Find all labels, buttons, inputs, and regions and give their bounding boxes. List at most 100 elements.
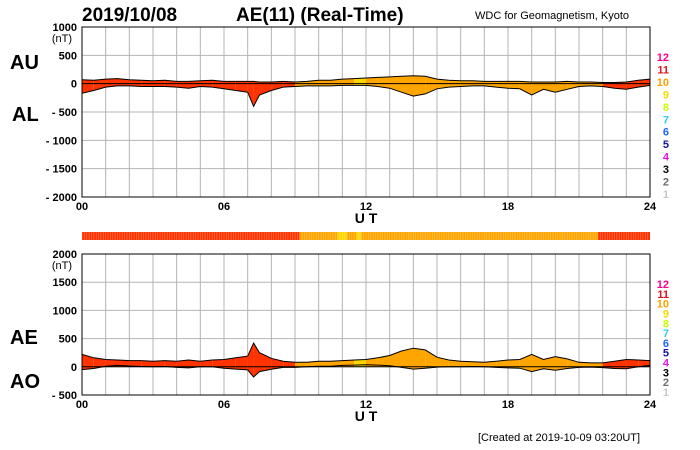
area-segment	[253, 343, 260, 367]
station-scale-label: 10	[657, 77, 669, 89]
area-segment	[164, 80, 177, 84]
station-scale-label: 12	[657, 279, 669, 291]
y-tick-label: 0	[71, 362, 77, 374]
area-segment	[212, 359, 224, 367]
credit-text: WDC for Geomagnetism, Kyoto	[475, 10, 630, 22]
area-segment	[496, 81, 508, 84]
area-segment	[389, 351, 402, 367]
station-scale-label: 10	[657, 299, 669, 311]
area-segment	[247, 81, 254, 84]
area-segment	[235, 81, 248, 84]
area-segment	[354, 78, 366, 84]
area-segment	[626, 83, 639, 90]
area-segment	[105, 78, 118, 84]
area-segment	[448, 360, 461, 367]
station-scale-label: 5	[663, 139, 669, 151]
area-segment	[141, 360, 153, 367]
station-scale-label: 8	[663, 318, 669, 330]
area-segment	[141, 83, 153, 87]
area-segment	[306, 361, 319, 367]
plot-frame	[81, 253, 651, 396]
area-segment	[117, 83, 130, 86]
area-segment	[401, 75, 414, 84]
y-tick-label: 1000	[53, 22, 77, 34]
station-scale-label: 6	[663, 338, 669, 350]
area-segment	[377, 76, 390, 84]
station-scale-label: 11	[657, 289, 669, 301]
area-segment	[129, 79, 142, 84]
station-scale-label: 9	[663, 89, 669, 101]
area-segment	[93, 83, 106, 91]
area-segment	[93, 357, 106, 367]
area-segment	[460, 361, 473, 367]
area-segment	[519, 83, 532, 95]
station-scale-label: 7	[663, 328, 669, 340]
area-segment	[212, 83, 224, 89]
area-segment	[200, 360, 213, 367]
station-scale-label: 11	[657, 64, 669, 76]
area-segment	[472, 83, 485, 86]
area-segment	[318, 83, 331, 86]
area-segment	[531, 354, 544, 367]
area-segment	[496, 360, 508, 367]
station-band-segment	[597, 232, 650, 240]
area-segment	[531, 83, 544, 95]
y-tick-label: 500	[59, 50, 77, 62]
area-segment	[602, 83, 615, 89]
area-segment	[129, 360, 142, 367]
area-segment	[318, 80, 331, 84]
station-scale-label: 12	[657, 52, 669, 64]
area-segment	[283, 361, 295, 367]
x-axis-label: U T	[355, 210, 378, 226]
station-band-segment	[347, 232, 357, 240]
area-segment	[377, 83, 390, 89]
y-tick-label: - 1000	[46, 135, 77, 147]
area-segment	[247, 83, 254, 107]
area-segment	[401, 348, 414, 367]
y-tick-label: 2000	[53, 249, 77, 261]
area-segment	[247, 366, 254, 377]
area-segment	[247, 343, 254, 367]
chart-title: AE(11) (Real-Time)	[236, 5, 404, 26]
area-segment	[366, 77, 378, 84]
area-segment	[567, 358, 579, 367]
station-band-segment	[299, 232, 338, 240]
station-band	[81, 232, 650, 240]
area-segment	[555, 356, 568, 367]
area-segment	[389, 83, 402, 93]
series-line-0	[81, 75, 651, 83]
label-ae: AE	[10, 327, 38, 349]
area-segment	[460, 80, 473, 84]
x-tick-label: 06	[218, 399, 230, 411]
area-segment	[253, 83, 260, 107]
x-axis-label: U T	[355, 408, 378, 424]
area-segment	[508, 359, 520, 367]
area-segment	[259, 83, 272, 95]
area-segment	[413, 348, 426, 367]
x-tick-label: 12	[360, 201, 372, 213]
x-tick-label: 18	[502, 201, 514, 213]
area-segment	[377, 355, 390, 367]
x-tick-label: 18	[502, 399, 514, 411]
area-segment	[519, 354, 532, 367]
area-segment	[425, 83, 437, 94]
area-segment	[271, 83, 284, 91]
station-scale-label: 1	[663, 387, 669, 399]
area-segment	[318, 361, 331, 367]
station-scale-label: 2	[663, 377, 669, 389]
area-segment	[82, 79, 94, 84]
x-tick-label: 06	[218, 201, 230, 213]
station-scale-label: 5	[663, 348, 669, 360]
area-segment	[188, 360, 201, 367]
panel-0	[81, 26, 651, 198]
area-segment	[508, 81, 520, 84]
area-segment	[82, 354, 94, 367]
station-band-segment	[361, 232, 598, 240]
x-tick-label: 24	[644, 399, 657, 411]
y-tick-label: 1000	[53, 305, 77, 317]
area-segment	[212, 80, 224, 84]
area-segment	[176, 81, 189, 84]
series-line-1	[81, 84, 651, 108]
label-au: AU	[10, 52, 39, 74]
